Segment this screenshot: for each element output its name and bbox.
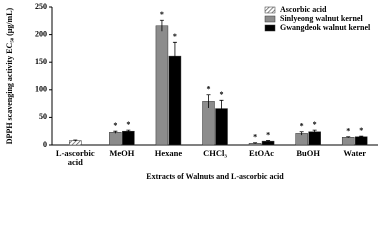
y-axis-label: DPPH scavenging activity EC₅₀ (μg/mL) [5,7,14,144]
error-bar [73,139,78,142]
chart-container: DPPH scavenging activity EC₅₀ (μg/mL) Ex… [5,2,378,181]
significance-mark: * [359,126,363,135]
bar [261,140,275,146]
error-bar [172,41,177,70]
y-tick-label: 50 [39,112,47,121]
y-tick-label: 200 [35,29,47,38]
error-bar [299,131,304,136]
error-bar [253,142,258,144]
significance-mark: * [346,127,350,136]
error-bar [266,140,271,142]
x-tick-label: Hexane [154,148,183,158]
x-tick-label: Water [343,148,367,158]
legend-label: Gwangdeok walnut kernel [280,23,371,32]
x-tick-label: BuOH [296,148,320,158]
x-tick-label: CHCl₃ [203,148,227,158]
bar [295,133,308,146]
x-tick-label: MeOH [109,148,135,158]
y-tick-label: 150 [35,57,47,66]
bar [122,130,135,146]
error-bar [206,94,211,109]
bar [69,140,82,146]
error-bar [113,130,118,134]
y-tick-label: 0 [43,140,47,149]
error-bar [346,136,351,138]
legend-swatch [264,15,276,23]
chart: DPPH scavenging activity EC₅₀ (μg/mL) Ex… [5,2,378,181]
x-axis-label: Extracts of Walnuts and L-ascorbic acid [146,172,284,181]
y-tick-label: 100 [35,85,47,94]
error-bar [126,129,131,133]
significance-mark: * [220,90,224,99]
significance-mark: * [253,133,257,142]
legend-label: Ascorbic acid [280,5,327,14]
significance-mark: * [266,130,270,139]
x-tick-label: EtOAc [249,148,275,158]
bar [354,136,368,146]
legend-swatch [264,24,276,32]
bar [308,131,321,146]
legend-label: Sinlyeong walnut kernel [280,14,363,23]
significance-mark: * [207,85,211,94]
significance-mark: * [160,10,164,19]
error-bar [312,129,317,134]
bar [341,137,355,146]
y-tick-label: 250 [35,2,47,11]
error-bar [219,99,224,117]
significance-mark: * [173,32,177,41]
significance-mark: * [313,120,317,129]
legend-swatch [264,6,276,14]
bar [109,132,122,146]
error-bar [159,19,164,32]
significance-mark: * [126,120,130,129]
x-tick-label: L-ascorbic acid [55,148,95,167]
error-bar [359,135,364,138]
significance-mark: * [300,122,304,131]
significance-mark: * [113,121,117,130]
bar [155,25,169,146]
